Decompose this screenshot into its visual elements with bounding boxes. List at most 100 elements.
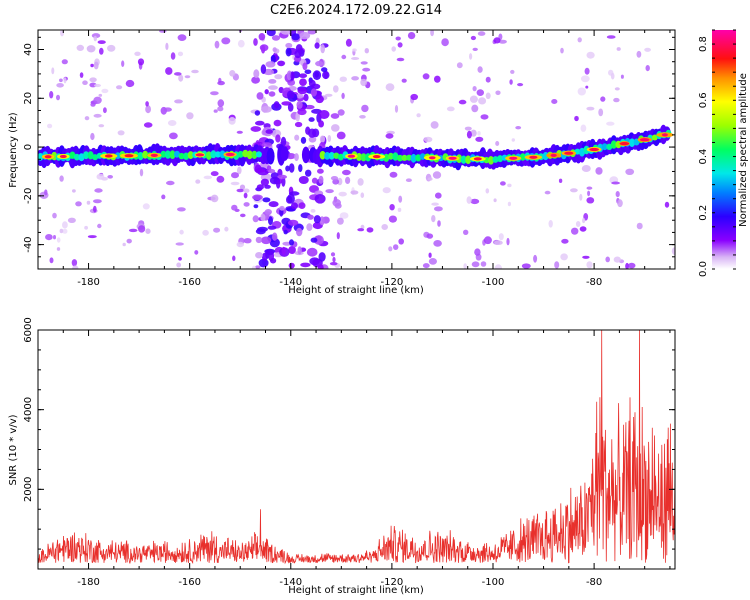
heatmap-speckle bbox=[570, 188, 578, 193]
heatmap-speckle bbox=[45, 234, 53, 241]
heatmap-burst-cell bbox=[315, 60, 324, 67]
heatmap-speckle bbox=[336, 131, 346, 140]
heatmap-speckle bbox=[163, 107, 172, 112]
heatmap-speckle bbox=[389, 171, 398, 178]
spectrogram-ticks: -180 -160 -140 -120 -100 -80 -40 -20 0 20 40 bbox=[23, 30, 675, 288]
snr-ylabel: SNR (10 * v/v) bbox=[8, 414, 19, 485]
heatmap-band-cell bbox=[183, 152, 190, 160]
heatmap-speckle bbox=[485, 76, 491, 83]
colorbar-ticks: 0.0 0.2 0.4 0.6 0.8 bbox=[698, 29, 736, 277]
heatmap-band-cell bbox=[397, 154, 403, 162]
heatmap-speckle bbox=[67, 217, 76, 223]
heatmap-peak-cell bbox=[529, 155, 538, 159]
heatmap-speckle bbox=[237, 39, 245, 48]
heatmap-speckle bbox=[507, 183, 512, 188]
heatmap-speckle bbox=[416, 113, 421, 118]
heatmap-burst-cell bbox=[256, 92, 264, 100]
heatmap-speckle bbox=[391, 46, 397, 52]
heatmap-speckle bbox=[495, 90, 501, 96]
heatmap-burst-cell bbox=[291, 33, 300, 41]
heatmap-band-cell bbox=[492, 156, 499, 163]
heatmap-burst-cell bbox=[254, 110, 261, 116]
heatmap-speckle bbox=[466, 196, 472, 204]
y-tick-label: 0 bbox=[23, 144, 34, 150]
heatmap-speckle bbox=[175, 242, 184, 246]
heatmap-burst-cell bbox=[285, 165, 290, 172]
heatmap-burst-cell bbox=[297, 87, 308, 95]
heatmap-speckle bbox=[385, 83, 395, 91]
heatmap-speckle bbox=[579, 226, 587, 232]
heatmap-speckle bbox=[509, 79, 513, 85]
heatmap-speckle bbox=[427, 177, 433, 181]
heatmap-burst-cell bbox=[253, 204, 259, 209]
heatmap-band-cell bbox=[410, 153, 417, 163]
heatmap-burst-cell bbox=[268, 79, 277, 84]
heatmap-speckle bbox=[394, 105, 399, 113]
heatmap-speckle bbox=[586, 186, 593, 190]
heatmap-speckle bbox=[430, 121, 439, 129]
heatmap-speckle bbox=[176, 262, 182, 268]
heatmap-speckle bbox=[586, 197, 595, 204]
heatmap-burst-cell bbox=[308, 136, 317, 143]
heatmap-band-cell bbox=[178, 152, 185, 160]
heatmap-band-cell bbox=[142, 150, 149, 159]
heatmap-band-cell bbox=[137, 152, 144, 161]
heatmap-speckle bbox=[94, 188, 103, 193]
heatmap-burst-cell bbox=[296, 227, 303, 237]
heatmap-burst-cell bbox=[298, 164, 303, 173]
heatmap-burst-cell bbox=[298, 176, 309, 184]
heatmap-speckle bbox=[325, 189, 334, 194]
y-tick-label: 40 bbox=[23, 43, 34, 56]
colorbar-tick-label: 0.8 bbox=[698, 36, 709, 52]
heatmap-burst-cell bbox=[287, 193, 295, 204]
heatmap-speckle bbox=[437, 220, 441, 227]
heatmap-speckle bbox=[170, 52, 176, 60]
heatmap-speckle bbox=[551, 99, 558, 104]
heatmap-speckle bbox=[511, 138, 515, 142]
heatmap-speckle bbox=[217, 106, 224, 112]
snr-ticks: -180 -160 -140 -120 -100 -80 2000 4000 6000 bbox=[23, 317, 675, 588]
heatmap-speckle bbox=[178, 257, 182, 261]
heatmap-speckle bbox=[47, 123, 53, 129]
heatmap-speckle bbox=[398, 195, 403, 203]
heatmap-burst-cell bbox=[318, 252, 326, 262]
heatmap-speckle bbox=[469, 95, 478, 103]
heatmap-speckle bbox=[580, 75, 590, 83]
heatmap-speckle bbox=[332, 256, 336, 263]
heatmap-burst-cell bbox=[266, 30, 276, 37]
heatmap-speckle bbox=[382, 187, 391, 194]
heatmap-burst-cell bbox=[313, 235, 324, 245]
heatmap-band-cell bbox=[96, 152, 103, 159]
x-tick-label: -180 bbox=[77, 577, 100, 588]
heatmap-speckle bbox=[177, 207, 186, 212]
heatmap-speckle bbox=[471, 261, 480, 268]
heatmap-band-cell bbox=[242, 149, 249, 158]
heatmap-speckle bbox=[56, 83, 64, 88]
heatmap-band-cell bbox=[169, 150, 176, 160]
heatmap-burst-cell bbox=[313, 215, 321, 224]
heatmap-speckle bbox=[237, 166, 242, 175]
heatmap-speckle bbox=[388, 246, 393, 252]
x-tick-label: -140 bbox=[279, 577, 302, 588]
heatmap-speckle bbox=[98, 93, 103, 97]
heatmap-speckle bbox=[397, 42, 403, 48]
heatmap-burst-cell bbox=[281, 246, 286, 256]
heatmap-speckle bbox=[90, 102, 96, 107]
heatmap-speckle bbox=[243, 202, 250, 207]
heatmap-speckle bbox=[456, 62, 463, 69]
heatmap-speckle bbox=[177, 34, 187, 41]
heatmap-speckle bbox=[431, 202, 439, 206]
x-tick-label: -100 bbox=[482, 577, 505, 588]
heatmap-speckle bbox=[474, 248, 481, 256]
heatmap-burst-cell bbox=[296, 93, 304, 99]
heatmap-speckle bbox=[644, 47, 651, 52]
heatmap-band-cell bbox=[301, 146, 310, 164]
heatmap-speckle bbox=[337, 177, 343, 186]
heatmap-burst-cell bbox=[254, 120, 265, 126]
heatmap-burst-cell bbox=[264, 89, 269, 95]
heatmap-speckle bbox=[210, 171, 219, 177]
heatmap-speckle bbox=[341, 54, 347, 60]
heatmap-burst-cell bbox=[287, 219, 299, 226]
heatmap-speckle bbox=[139, 168, 144, 177]
heatmap-speckle bbox=[121, 60, 125, 67]
